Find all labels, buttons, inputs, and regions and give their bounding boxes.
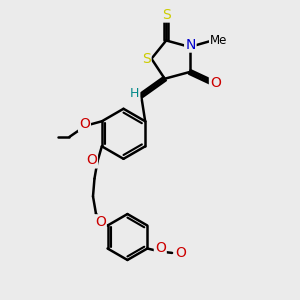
Text: O: O	[86, 154, 97, 167]
Text: O: O	[155, 241, 166, 255]
Text: N: N	[185, 38, 196, 52]
Text: O: O	[79, 117, 90, 131]
Text: O: O	[210, 76, 221, 90]
Text: O: O	[95, 215, 106, 229]
Text: S: S	[142, 52, 151, 66]
Text: H: H	[130, 87, 140, 100]
Text: O: O	[176, 246, 186, 260]
Text: Me: Me	[210, 34, 227, 47]
Text: S: S	[162, 8, 171, 22]
